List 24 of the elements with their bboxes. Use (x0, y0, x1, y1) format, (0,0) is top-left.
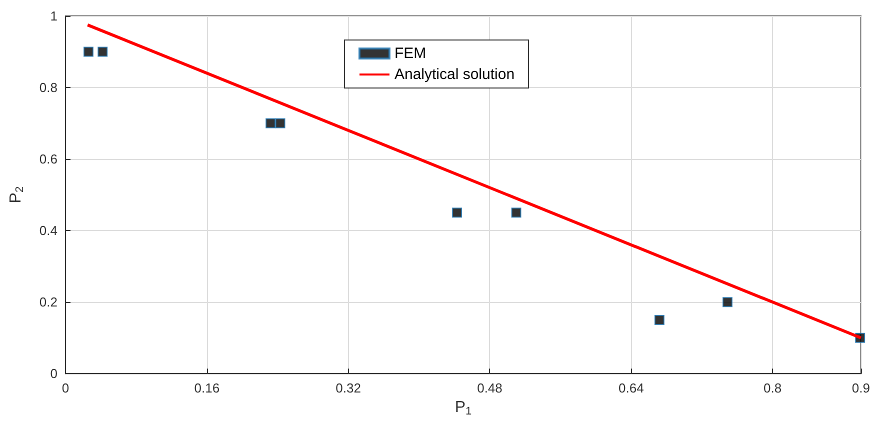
y-tick-label: 1 (50, 8, 58, 24)
legend-label: FEM (394, 45, 426, 62)
point (275, 118, 286, 128)
legend-label: Analytical solution (394, 66, 515, 83)
y-tick-label: 0.8 (39, 80, 58, 96)
y-tick-label: 0 (50, 366, 58, 382)
point (511, 208, 522, 218)
x-tick-label: 0.16 (194, 380, 220, 396)
y-axis-title: P2 (8, 186, 26, 204)
point (266, 118, 276, 128)
x-tick-label: 0.64 (618, 380, 644, 396)
point (452, 208, 462, 218)
x-tick-label: 0.48 (477, 380, 502, 396)
y-tick-label: 0.4 (39, 223, 58, 238)
x-tick-label: 0.8 (764, 380, 782, 396)
x-tick-label: 0.32 (336, 380, 361, 396)
point (83, 46, 94, 57)
x-tick-label: 0.9 (852, 380, 870, 396)
y-tick-label: 0.2 (39, 294, 58, 310)
point (98, 46, 108, 57)
x-tick-label: 0 (62, 380, 70, 396)
point (654, 314, 664, 325)
y-tick-label: 0.6 (39, 152, 58, 167)
point (722, 297, 733, 308)
